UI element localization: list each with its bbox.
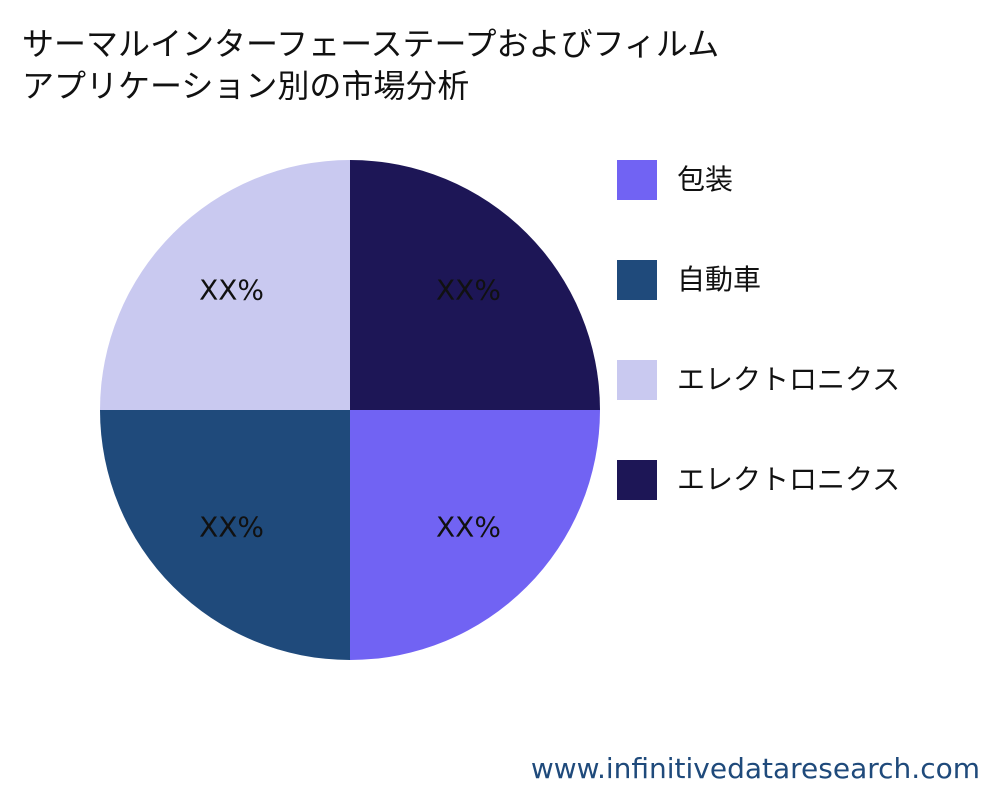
pie-slice [100, 410, 350, 660]
pie-slice [100, 160, 350, 410]
legend-swatch [617, 260, 657, 300]
legend-label: エレクトロニクス [677, 363, 900, 396]
legend-label: 自動車 [677, 263, 761, 296]
chart-title: サーマルインターフェーステープおよびフィルム [22, 25, 719, 63]
pie-slice [350, 410, 600, 660]
legend-label: 包装 [677, 163, 733, 196]
legend-swatch [617, 360, 657, 400]
legend-label: エレクトロニクス [677, 463, 900, 496]
legend-swatch [617, 160, 657, 200]
slice-label: XX% [199, 274, 264, 307]
legend-swatch [617, 460, 657, 500]
slice-label: XX% [436, 510, 501, 543]
chart-title: アプリケーション別の市場分析 [22, 67, 469, 105]
slice-label: XX% [199, 510, 264, 543]
slice-label: XX% [436, 274, 501, 307]
pie-slice [350, 160, 600, 410]
source-watermark: www.infinitivedataresearch.com [531, 752, 980, 785]
